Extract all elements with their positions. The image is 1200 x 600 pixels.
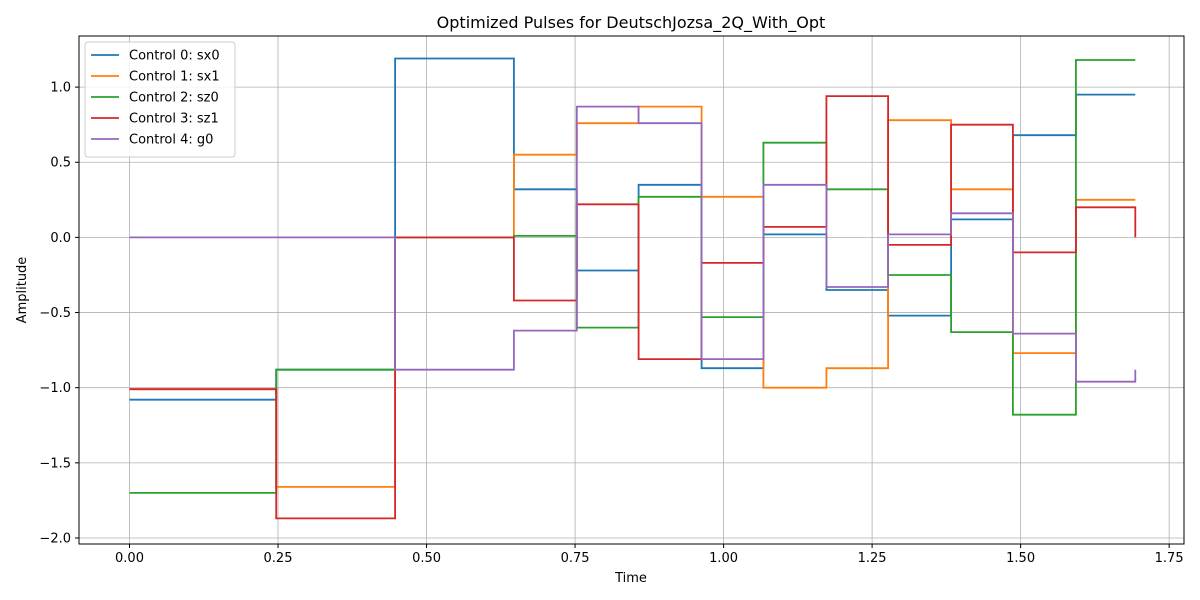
series-line-control-4 (129, 105, 1137, 383)
chart-title: Optimized Pulses for DeutschJozsa_2Q_Wit… (437, 13, 826, 33)
y-tick-label: −1.5 (39, 456, 71, 471)
y-tick-label: −2.0 (39, 531, 71, 546)
y-tick-label: 0.0 (50, 231, 71, 246)
legend-label-0: Control 0: sx0 (129, 49, 220, 64)
x-tick-label: 0.75 (561, 551, 590, 566)
series-line-control-0 (129, 57, 1136, 401)
series-lines (129, 57, 1137, 520)
y-tick-label: 1.0 (50, 81, 71, 96)
x-tick-label: 0.25 (264, 551, 293, 566)
legend-label-2: Control 2: sz0 (129, 91, 219, 106)
plot-frame (78, 35, 1185, 545)
x-tick-label: 0.50 (412, 551, 441, 566)
grid-lines (79, 36, 1184, 544)
legend: Control 0: sx0 Control 1: sx1 Control 2: s… (84, 41, 236, 158)
legend-label-1: Control 1: sx1 (129, 70, 220, 85)
legend-label-3: Control 3: sz1 (129, 112, 219, 127)
y-tick-label: −1.0 (39, 381, 71, 396)
legend-label-4: Control 4: g0 (129, 133, 213, 148)
axis-ticks: 0.00 0.25 0.50 0.75 1.00 1.25 1.50 1.75 −2.0 −1.5… (39, 81, 1183, 566)
y-axis-title: Amplitude (15, 257, 30, 324)
x-axis-title: Time (614, 571, 647, 586)
y-tick-label: 0.5 (50, 156, 71, 171)
x-tick-label: 1.50 (1006, 551, 1035, 566)
legend-box (84, 41, 236, 158)
y-tick-label: −0.5 (39, 306, 71, 321)
x-tick-label: 1.00 (709, 551, 738, 566)
x-tick-label: 0.00 (115, 551, 144, 566)
x-tick-label: 1.25 (858, 551, 887, 566)
x-tick-label: 1.75 (1155, 551, 1184, 566)
